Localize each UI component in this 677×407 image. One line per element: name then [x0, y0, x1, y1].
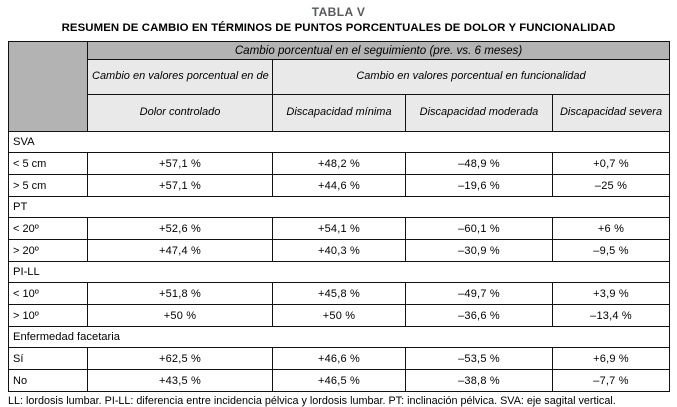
table-cell: +0,7 % — [551, 152, 671, 175]
table-cell: +43,5 % — [87, 369, 273, 392]
table-row: < 10º +51,8 % +45,8 % –49,7 % +3,9 % — [8, 282, 671, 305]
table-cell: +51,8 % — [87, 282, 273, 305]
table-cell: –36,6 % — [405, 304, 553, 327]
row-label: Sí — [8, 347, 88, 370]
table-footnote: LL: lordosis lumbar. PI-LL: diferencia e… — [8, 395, 616, 407]
table-cell: –38,8 % — [405, 369, 553, 392]
table-cell: –53,5 % — [405, 347, 553, 370]
table-cell: +50 % — [272, 304, 406, 327]
table-cell: –13,4 % — [551, 304, 671, 327]
table-cell: –7,7 % — [551, 369, 671, 392]
table-cell: +46,5 % — [272, 369, 406, 392]
table-cell: +47,4 % — [87, 239, 273, 262]
section-row-pill: PI-LL — [7, 261, 671, 283]
table-cell: +57,1 % — [87, 152, 273, 175]
column-header-discapacidad-minima: Discapacidad mínima — [272, 94, 406, 132]
column-header-discapacidad-severa: Discapacidad severa — [551, 94, 671, 132]
section-label: SVA — [7, 131, 671, 153]
table-cell: +54,1 % — [272, 217, 406, 240]
column-header-dolor-controlado: Dolor controlado — [87, 94, 273, 132]
section-label: PT — [7, 196, 671, 218]
page-title: TABLA V — [311, 5, 366, 19]
table-cell: +57,1 % — [87, 174, 273, 197]
table-cell: +45,8 % — [272, 282, 406, 305]
table-cell: +62,5 % — [87, 347, 273, 370]
table-cell: +52,6 % — [87, 217, 273, 240]
table-cell: +3,9 % — [551, 282, 671, 305]
table-cell: –25 % — [551, 174, 671, 197]
column-header-row: Dolor controlado Discapacidad mínima Dis… — [9, 94, 671, 132]
summary-table: Cambio porcentual en el seguimiento (pre… — [7, 41, 671, 392]
table-cell: –9,5 % — [551, 239, 671, 262]
table-row: < 5 cm +57,1 % +48,2 % –48,9 % +0,7 % — [8, 152, 671, 175]
page-subtitle: RESUMEN DE CAMBIO EN TÉRMINOS DE PUNTOS … — [61, 22, 616, 34]
table-row: < 20º +52,6 % +54,1 % –60,1 % +6 % — [8, 217, 671, 240]
empty-corner-cell — [8, 41, 88, 132]
table-cell: –49,7 % — [405, 282, 553, 305]
row-label: > 5 cm — [8, 174, 88, 197]
table-cell: +46,6 % — [272, 347, 406, 370]
table-row: > 10º +50 % +50 % –36,6 % –13,4 % — [8, 304, 671, 327]
band-header-cell: Cambio porcentual en el seguimiento (pre… — [86, 41, 671, 60]
section-label: PI-LL — [7, 261, 671, 283]
section-label: Enfermedad facetaria — [7, 326, 671, 348]
pain-group-header: Cambio en valores porcentual en de contr… — [87, 59, 273, 95]
table-cell: +6,9 % — [551, 347, 671, 370]
table-cell: +6 % — [551, 217, 671, 240]
row-label: < 20º — [8, 217, 88, 240]
table-row: > 5 cm +57,1 % +44,6 % –19,6 % –25 % — [8, 174, 671, 197]
function-group-header: Cambio en valores porcentual en funciona… — [271, 59, 671, 95]
table-cell: –60,1 % — [405, 217, 553, 240]
band-header-row: Cambio porcentual en el seguimiento (pre… — [8, 41, 671, 132]
table-cell: +48,2 % — [272, 152, 406, 175]
table-row: Sí +62,5 % +46,6 % –53,5 % +6,9 % — [8, 347, 671, 370]
column-header-discapacidad-moderada: Discapacidad moderada — [405, 94, 553, 132]
table-cell: –19,6 % — [405, 174, 553, 197]
section-row-enfermedad-facetaria: Enfermedad facetaria — [7, 326, 671, 348]
row-label: < 10º — [8, 282, 88, 305]
table-row: > 20º +47,4 % +40,3 % –30,9 % –9,5 % — [8, 239, 671, 262]
row-label: > 20º — [8, 239, 88, 262]
table-row: No +43,5 % +46,5 % –38,8 % –7,7 % — [8, 369, 671, 392]
table-cell: –30,9 % — [405, 239, 553, 262]
group-header-row: Cambio en valores porcentual en de contr… — [9, 59, 671, 95]
table-cell: +50 % — [87, 304, 273, 327]
table-cell: +44,6 % — [272, 174, 406, 197]
table-cell: –48,9 % — [405, 152, 553, 175]
table-cell: +40,3 % — [272, 239, 406, 262]
section-row-pt: PT — [7, 196, 671, 218]
section-row-sva: SVA — [7, 131, 671, 153]
row-label: No — [8, 369, 88, 392]
row-label: > 10º — [8, 304, 88, 327]
row-label: < 5 cm — [8, 152, 88, 175]
